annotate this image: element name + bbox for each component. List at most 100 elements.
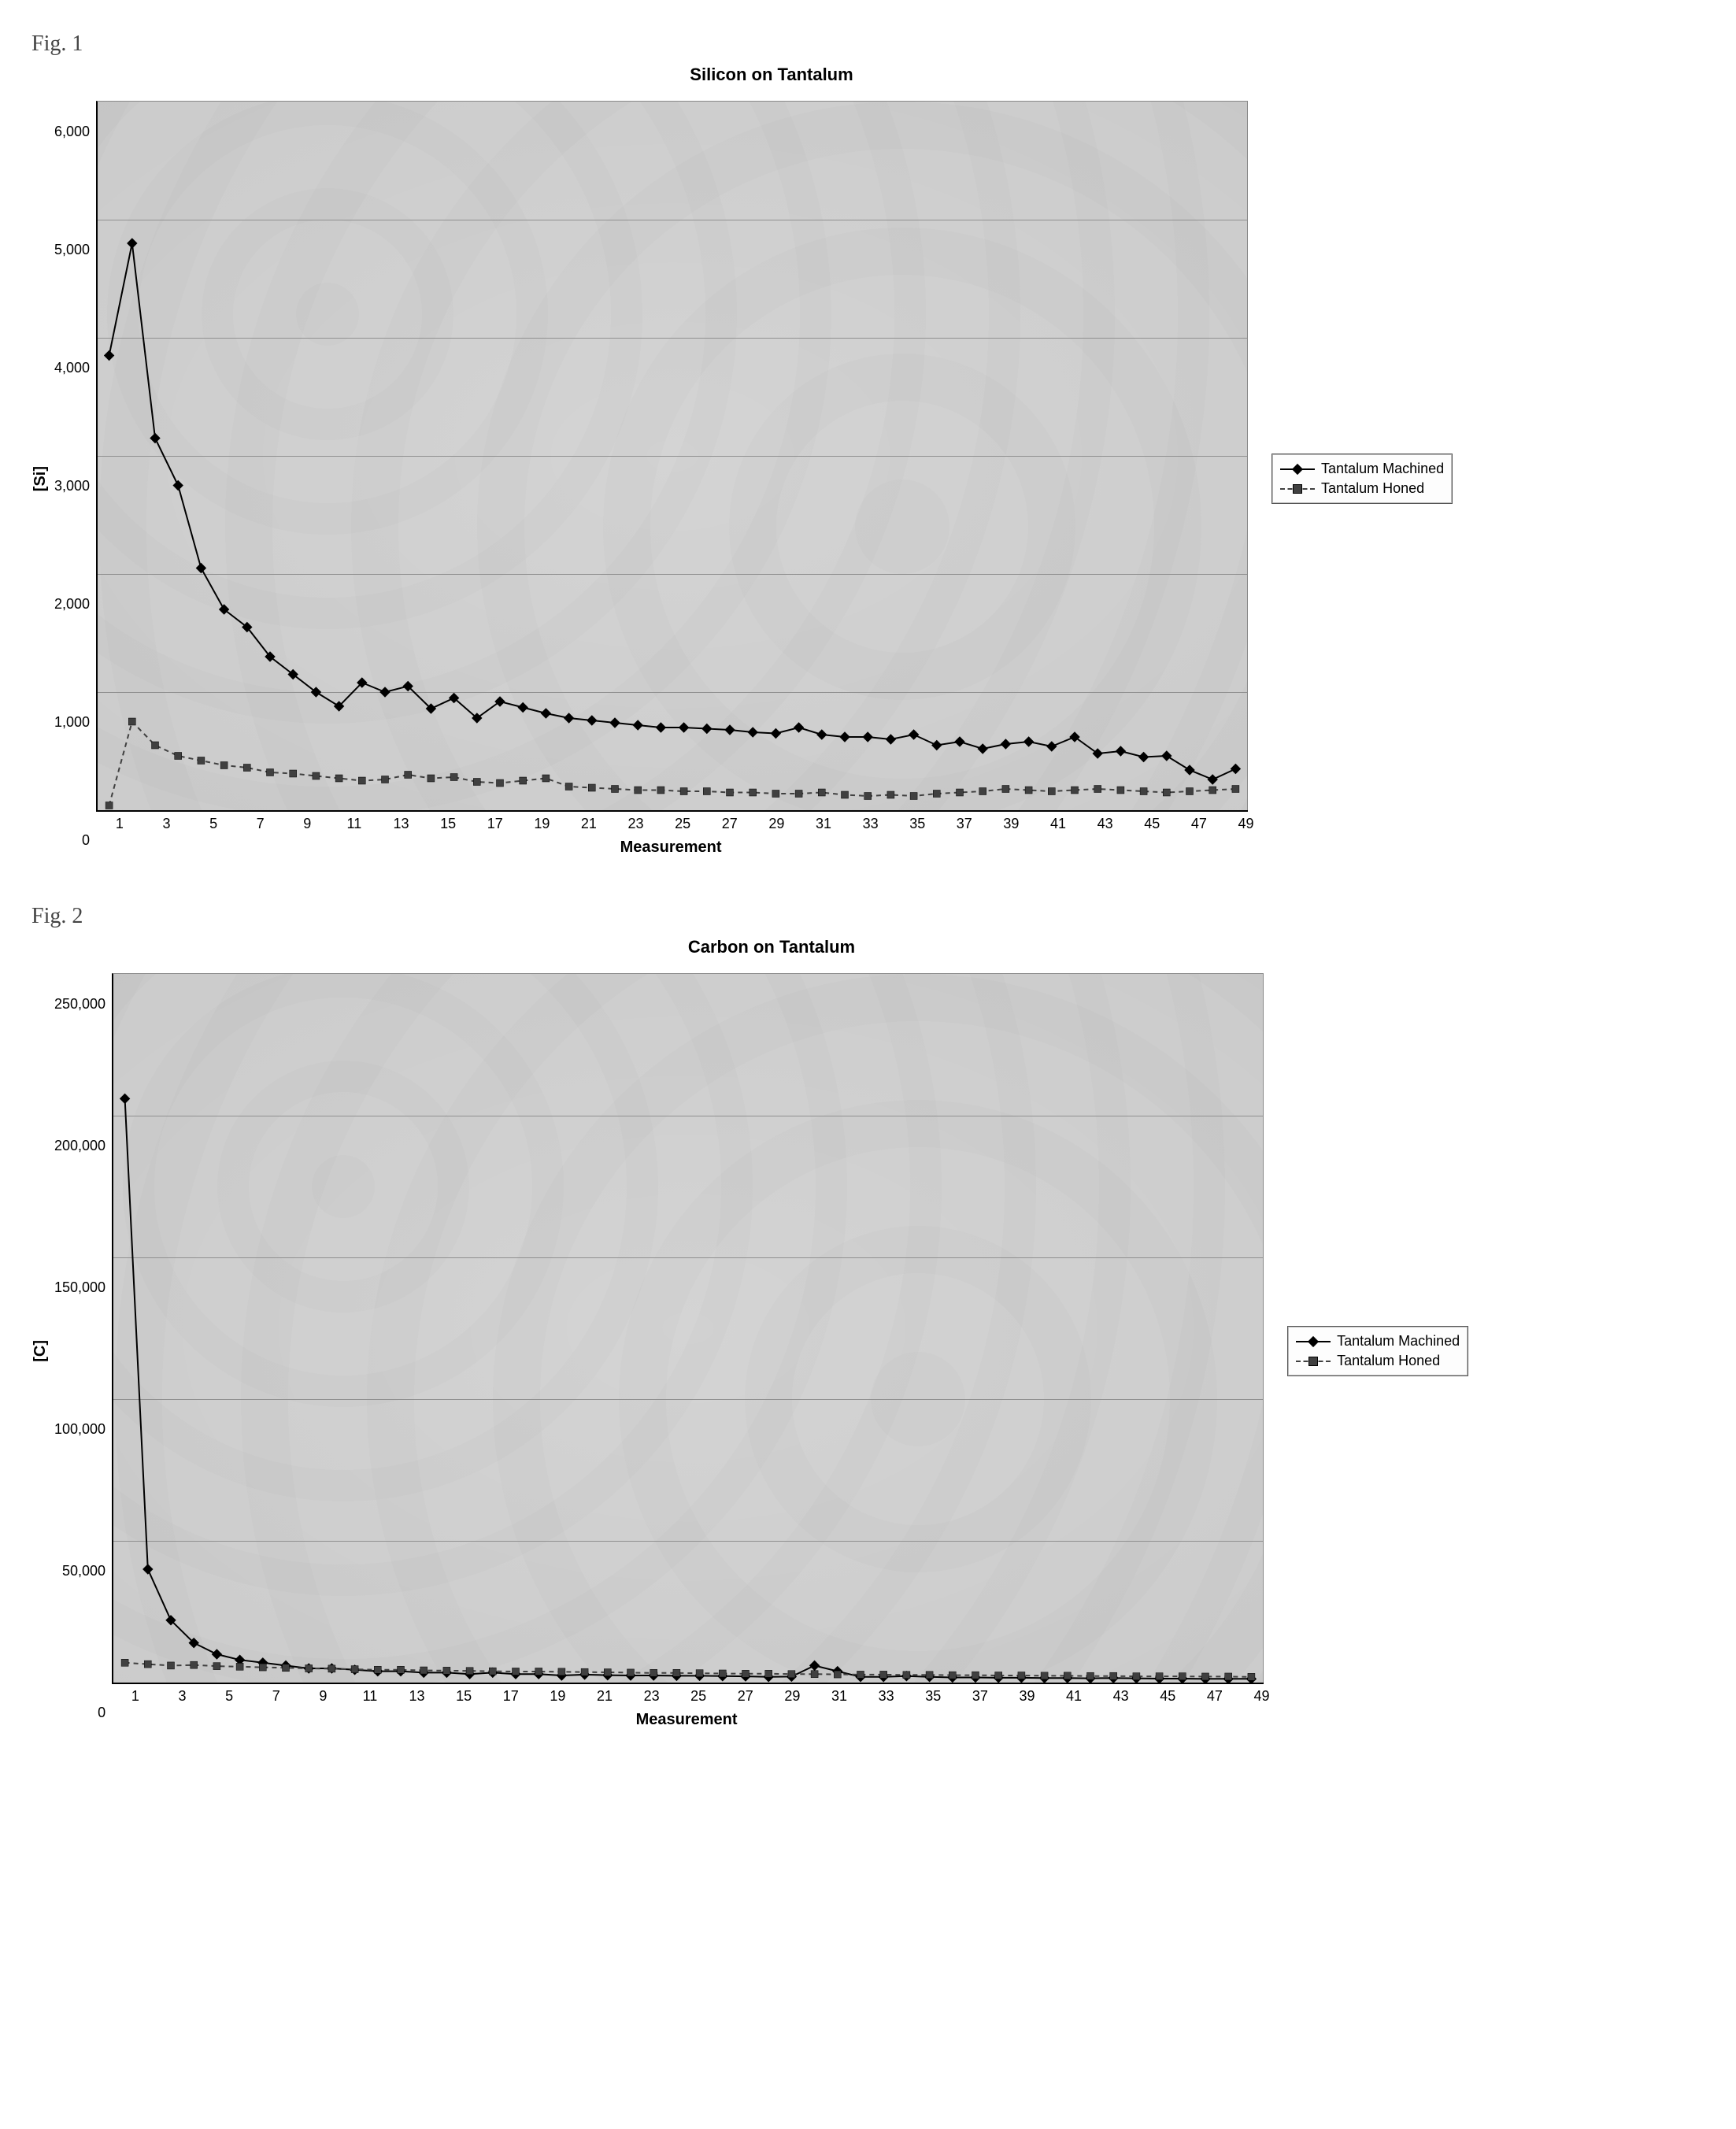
data-marker	[1094, 786, 1101, 793]
plot-area	[112, 973, 1264, 1683]
data-marker	[931, 740, 942, 750]
data-marker	[1156, 1673, 1163, 1680]
legend-item: Tantalum Honed	[1296, 1351, 1460, 1371]
data-marker	[513, 1668, 520, 1675]
data-marker	[535, 1668, 542, 1675]
data-marker	[1048, 788, 1055, 795]
data-marker	[788, 1671, 795, 1678]
data-marker	[213, 1663, 220, 1670]
data-marker	[313, 772, 320, 779]
legend-label: Tantalum Machined	[1321, 461, 1444, 477]
x-tick-label: 35	[909, 1688, 957, 1705]
data-marker	[1185, 765, 1195, 776]
data-marker	[259, 1664, 266, 1671]
data-marker	[772, 791, 779, 798]
legend-item: Tantalum Machined	[1296, 1331, 1460, 1351]
data-marker	[351, 1666, 358, 1673]
data-marker	[105, 802, 113, 809]
data-marker	[428, 775, 435, 782]
data-marker	[420, 1667, 428, 1674]
data-marker	[811, 1671, 818, 1678]
data-marker	[979, 788, 986, 795]
data-marker	[809, 1661, 820, 1671]
data-marker	[727, 789, 734, 796]
x-tick-label: 25	[659, 816, 706, 832]
data-marker	[995, 1672, 1002, 1679]
data-marker	[604, 1669, 611, 1676]
data-marker	[1041, 1672, 1048, 1679]
x-tick-label: 41	[1050, 1688, 1097, 1705]
data-marker	[581, 1668, 588, 1675]
x-tick-label: 41	[1035, 816, 1082, 832]
data-marker	[473, 779, 480, 786]
x-tick-label: 15	[424, 816, 472, 832]
data-marker	[972, 1672, 979, 1679]
x-axis-ticks: 1357911131517192123252729313335373941434…	[96, 816, 1246, 832]
data-marker	[198, 757, 205, 765]
x-tick-label: 5	[205, 1688, 253, 1705]
data-marker	[857, 1671, 864, 1678]
x-tick-label: 27	[722, 1688, 769, 1705]
data-marker	[328, 1665, 335, 1672]
data-marker	[497, 779, 504, 787]
data-marker	[627, 1669, 635, 1676]
x-tick-label: 35	[894, 816, 941, 832]
x-tick-label: 37	[941, 816, 988, 832]
plot-column: 1357911131517192123252729313335373941434…	[96, 101, 1248, 857]
data-marker	[495, 697, 505, 707]
data-marker	[220, 762, 228, 769]
data-marker	[243, 765, 250, 772]
data-marker	[173, 480, 183, 491]
data-marker	[267, 769, 274, 776]
data-marker	[1001, 739, 1011, 750]
legend-label: Tantalum Machined	[1337, 1333, 1460, 1350]
data-marker	[703, 788, 710, 795]
x-tick-label: 49	[1238, 1688, 1286, 1705]
data-marker	[1179, 1673, 1186, 1680]
x-tick-label: 21	[565, 816, 613, 832]
data-marker	[903, 1672, 910, 1679]
data-marker	[955, 737, 965, 747]
x-tick-label: 3	[159, 1688, 206, 1705]
data-marker	[152, 742, 159, 749]
data-marker	[1002, 786, 1009, 793]
data-marker	[542, 775, 550, 782]
plot-column: 1357911131517192123252729313335373941434…	[112, 973, 1264, 1729]
data-marker	[696, 1670, 703, 1677]
x-tick-label: 1	[96, 816, 143, 832]
data-marker	[374, 1666, 381, 1673]
legend-label: Tantalum Honed	[1321, 480, 1424, 497]
figure-label: Fig. 2	[31, 904, 1705, 929]
legend-item: Tantalum Honed	[1280, 479, 1444, 498]
legend-label: Tantalum Honed	[1337, 1353, 1440, 1369]
data-marker	[725, 725, 735, 735]
chart-title: Silicon on Tantalum	[142, 65, 1401, 85]
data-marker	[1018, 1672, 1025, 1679]
data-marker	[358, 777, 365, 784]
data-marker	[795, 791, 802, 798]
diamond-marker-icon	[1292, 463, 1303, 474]
x-tick-label: 13	[378, 816, 425, 832]
data-marker	[1133, 1673, 1140, 1680]
data-marker	[1140, 788, 1147, 795]
x-tick-label: 29	[769, 1688, 816, 1705]
data-marker	[656, 723, 666, 733]
x-tick-label: 45	[1144, 1688, 1191, 1705]
square-marker-icon	[1308, 1357, 1318, 1366]
x-tick-label: 3	[143, 816, 191, 832]
data-marker	[610, 718, 620, 728]
data-marker	[742, 1670, 750, 1677]
square-marker-icon	[1293, 484, 1302, 494]
data-marker	[957, 789, 964, 796]
data-marker	[842, 791, 849, 798]
data-marker	[635, 787, 642, 794]
data-marker	[335, 775, 342, 782]
data-marker	[1208, 775, 1218, 785]
chart-row: [C]250,000200,000150,000100,00050,000013…	[31, 973, 1705, 1729]
data-marker	[1248, 1673, 1255, 1680]
data-marker	[886, 735, 896, 745]
data-marker	[104, 350, 114, 361]
data-marker	[1087, 1672, 1094, 1679]
x-tick-label: 7	[253, 1688, 300, 1705]
data-marker	[818, 789, 825, 796]
